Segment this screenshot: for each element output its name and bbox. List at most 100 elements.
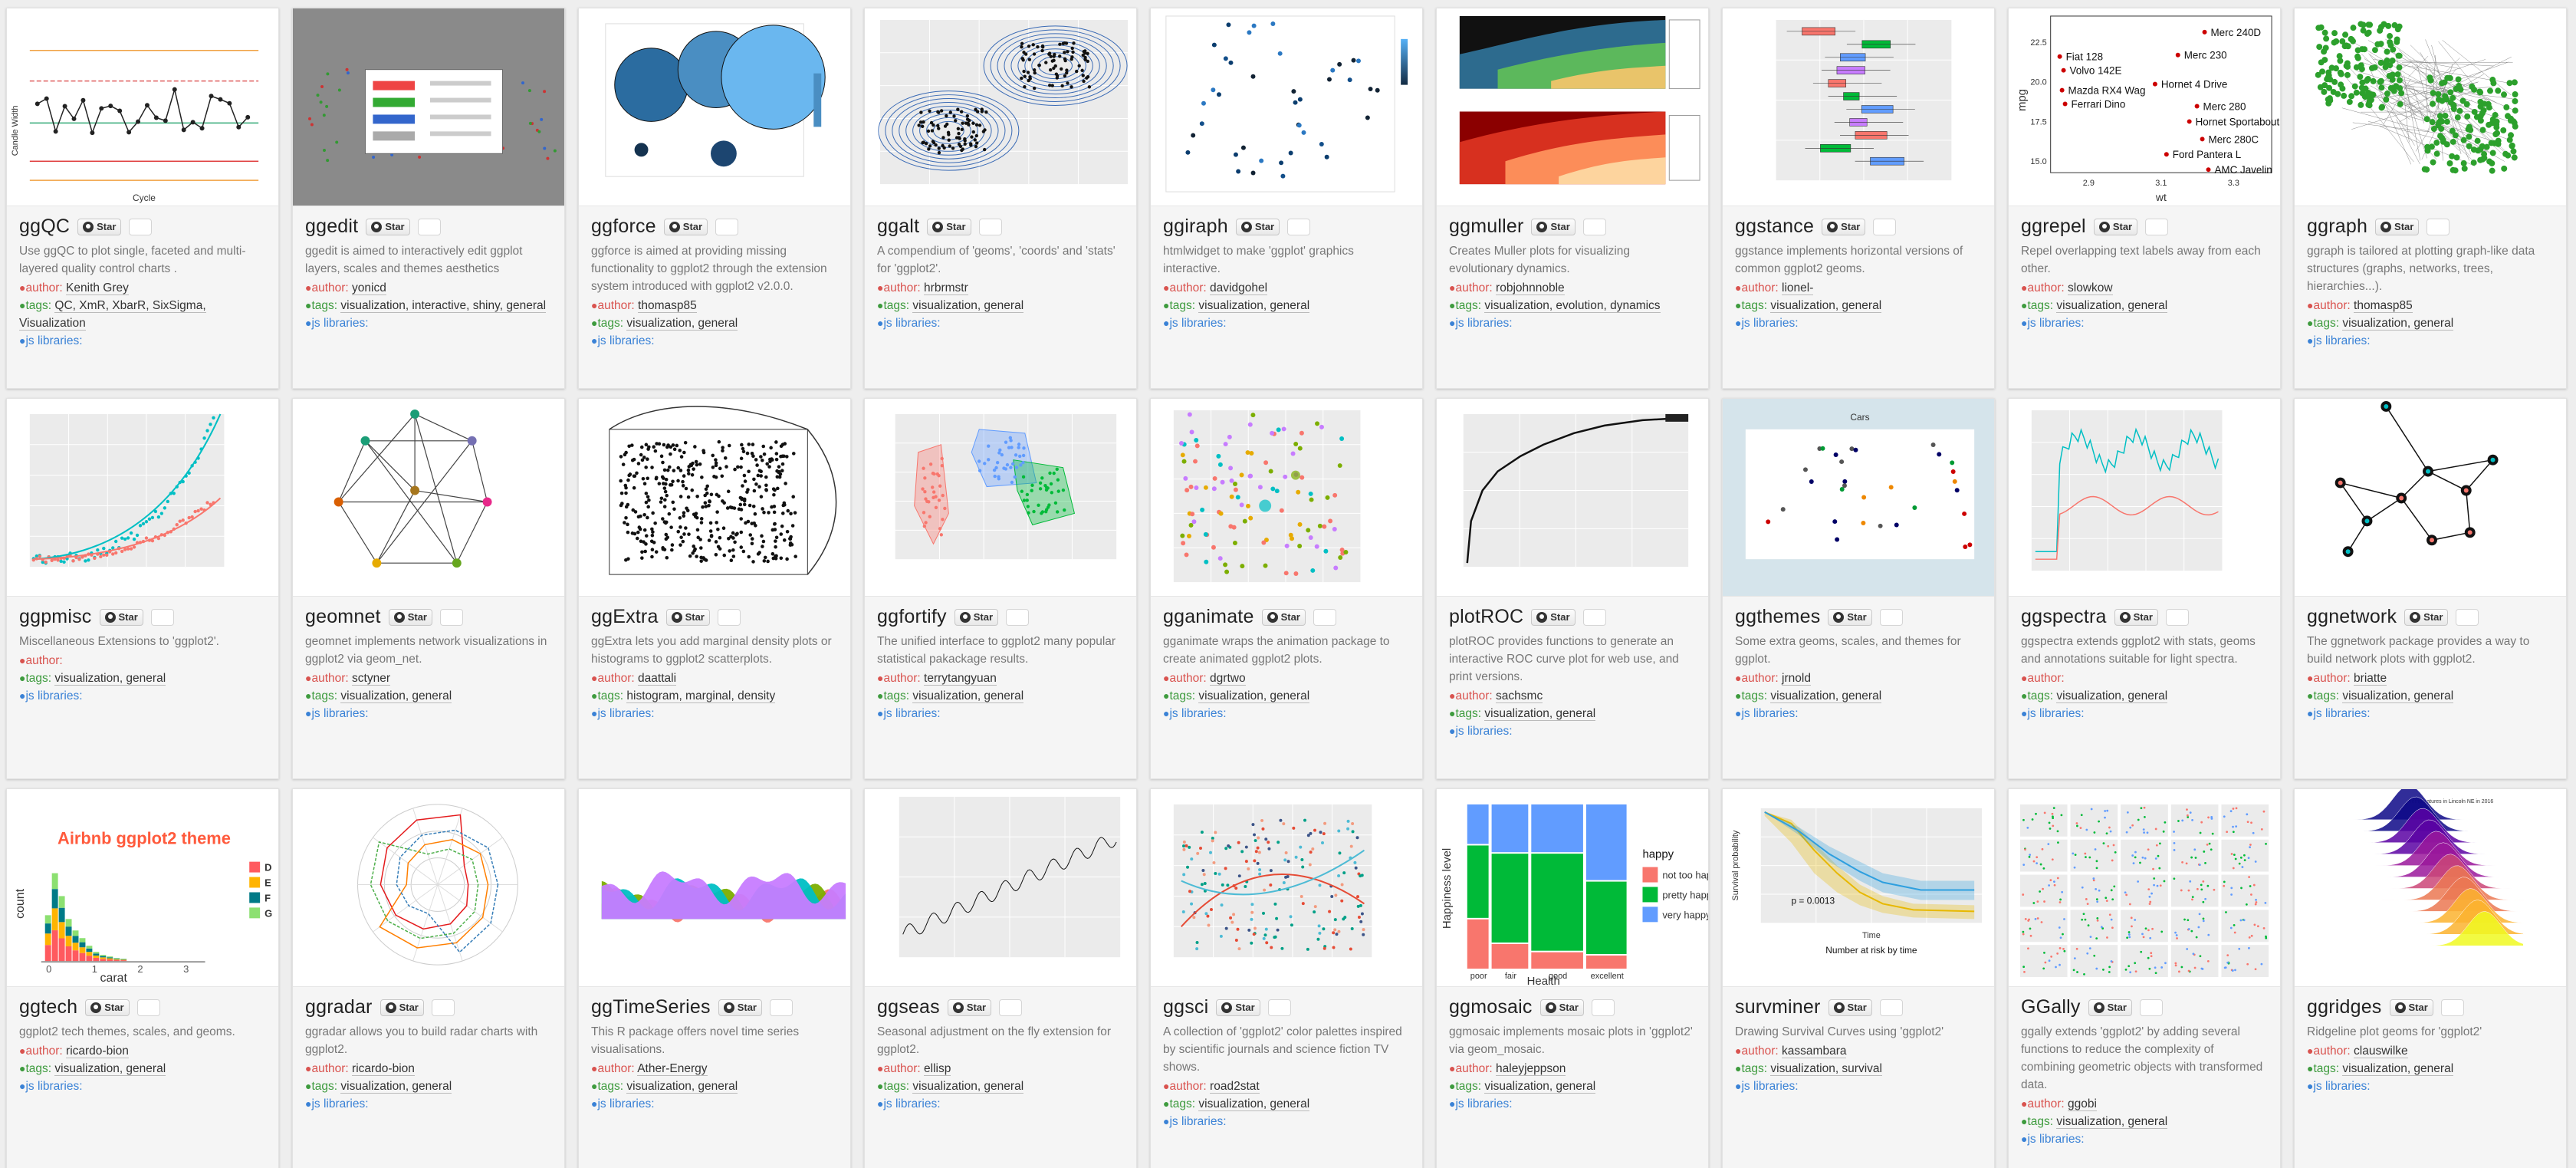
tags-list[interactable]: visualization, interactive, shiny, gener… xyxy=(340,299,547,313)
author-link[interactable]: daattali xyxy=(638,672,677,686)
tags-list[interactable]: visualization, general xyxy=(1484,1080,1596,1094)
thumbnail-ggtimeseries[interactable] xyxy=(579,789,850,987)
thumbnail-ggnetwork[interactable] xyxy=(2295,399,2566,597)
package-name[interactable]: ggforce xyxy=(591,216,656,237)
package-name[interactable]: ggpmisc xyxy=(19,606,92,627)
author-link[interactable]: sctyner xyxy=(352,672,391,686)
package-card-ggqc[interactable]: Candle Width Cycle ggQC Star Use ggQC to … xyxy=(6,8,279,389)
package-card-survminer[interactable]: p = 0.0013 Survival probability Time Number… xyxy=(1722,788,1995,1168)
github-star-button[interactable]: Star xyxy=(927,218,971,235)
github-star-button[interactable]: Star xyxy=(947,999,992,1016)
tags-list[interactable]: visualization, general xyxy=(1770,299,1882,313)
package-card-ggspectra[interactable]: ggspectra Star ggspectra extends ggplot2… xyxy=(2008,398,2281,779)
tags-list[interactable]: visualization, general xyxy=(626,317,738,331)
thumbnail-ggalt[interactable] xyxy=(865,8,1136,206)
package-name[interactable]: GGally xyxy=(2021,996,2081,1018)
package-name[interactable]: ggTimeSeries xyxy=(591,996,711,1018)
tags-list[interactable]: QC, XmR, XbarR, SixSigma, Visualization xyxy=(19,299,206,331)
author-link[interactable]: Ather-Energy xyxy=(637,1062,708,1076)
package-name[interactable]: geomnet xyxy=(305,606,381,627)
thumbnail-ggiraph[interactable] xyxy=(1151,8,1422,206)
thumbnail-plotroc[interactable] xyxy=(1437,399,1708,597)
author-link[interactable]: lionel- xyxy=(1782,281,1814,295)
thumbnail-ggmuller[interactable] xyxy=(1437,8,1708,206)
github-star-button[interactable]: Star xyxy=(2389,999,2433,1016)
author-link[interactable]: dgrtwo xyxy=(1210,672,1246,686)
github-star-button[interactable]: Star xyxy=(1828,999,1872,1016)
author-link[interactable]: kassambara xyxy=(1782,1045,1847,1058)
package-name[interactable]: ggfortify xyxy=(877,606,947,627)
package-card-ggmosaic[interactable]: Happiness level Health poor fair good excelle… xyxy=(1436,788,1709,1168)
package-name[interactable]: ggnetwork xyxy=(2307,606,2397,627)
package-name[interactable]: ggiraph xyxy=(1163,216,1228,237)
github-star-button[interactable]: Star xyxy=(85,999,130,1016)
author-link[interactable]: slowkow xyxy=(2068,281,2113,295)
package-card-ggpmisc[interactable]: ggpmisc Star Miscellaneous Extensions to… xyxy=(6,398,279,779)
thumbnail-ggrepel[interactable]: Merc 240D Merc 230 Volvo 142E Mazda RX4 Wag… xyxy=(2009,8,2280,206)
thumbnail-ggthemes[interactable]: Cars xyxy=(1723,399,1994,597)
github-star-button[interactable]: Star xyxy=(2404,608,2449,626)
author-link[interactable]: ggobi xyxy=(2068,1097,2097,1111)
github-star-button[interactable]: Star xyxy=(1261,608,1306,626)
package-name[interactable]: ggthemes xyxy=(1735,606,1821,627)
github-star-button[interactable]: Star xyxy=(665,608,710,626)
package-card-ggmuller[interactable]: ggmuller Star Creates Muller plots for v… xyxy=(1436,8,1709,389)
thumbnail-ggridges[interactable]: Temperatures in Lincoln NE in 2016 xyxy=(2295,789,2566,987)
package-name[interactable]: ggradar xyxy=(305,996,373,1018)
tags-list[interactable]: visualization, general xyxy=(1198,1097,1310,1111)
author-link[interactable]: road2stat xyxy=(1210,1080,1260,1094)
package-name[interactable]: ggsci xyxy=(1163,996,1209,1018)
author-link[interactable]: ricardo-bion xyxy=(352,1062,415,1076)
package-card-ggedit[interactable]: ggedit Star ggedit is aimed to interacti… xyxy=(292,8,565,389)
github-star-button[interactable]: Star xyxy=(380,999,424,1016)
tags-list[interactable]: visualization, general xyxy=(1770,689,1882,703)
tags-list[interactable]: visualization, general xyxy=(1484,707,1596,721)
thumbnail-ggedit[interactable] xyxy=(293,8,564,206)
package-name[interactable]: survminer xyxy=(1735,996,1821,1018)
tags-list[interactable]: visualization, general xyxy=(912,299,1024,313)
thumbnail-survminer[interactable]: p = 0.0013 Survival probability Time Number… xyxy=(1723,789,1994,987)
author-link[interactable]: Kenith Grey xyxy=(66,281,129,295)
author-link[interactable]: hrbrmstr xyxy=(924,281,968,295)
github-star-button[interactable]: Star xyxy=(1828,608,1872,626)
github-star-button[interactable]: Star xyxy=(718,999,762,1016)
package-card-gganimate[interactable]: gganimate Star gganimate wraps the anima… xyxy=(1150,398,1423,779)
package-name[interactable]: ggstance xyxy=(1735,216,1815,237)
package-card-ggridges[interactable]: Temperatures in Lincoln NE in 2016 ggrid… xyxy=(2294,788,2567,1168)
package-card-ggalt[interactable]: ggalt Star A compendium of 'geoms', 'coo… xyxy=(864,8,1137,389)
tags-list[interactable]: visualization, general xyxy=(2056,1115,2168,1129)
package-name[interactable]: ggraph xyxy=(2307,216,2368,237)
tags-list[interactable]: visualization, general xyxy=(912,1080,1024,1094)
package-name[interactable]: ggalt xyxy=(877,216,920,237)
author-link[interactable]: robjohnnoble xyxy=(1496,281,1565,295)
author-link[interactable]: ricardo-bion xyxy=(66,1045,129,1058)
author-link[interactable]: briatte xyxy=(2354,672,2387,686)
thumbnail-ggradar[interactable] xyxy=(293,789,564,987)
package-card-ggnetwork[interactable]: ggnetwork Star The ggnetwork package pro… xyxy=(2294,398,2567,779)
tags-list[interactable]: visualization, general xyxy=(54,672,166,686)
github-star-button[interactable]: Star xyxy=(954,608,999,626)
author-link[interactable]: thomasp85 xyxy=(638,299,697,313)
package-name[interactable]: ggmuller xyxy=(1449,216,1524,237)
tags-list[interactable]: visualization, general xyxy=(2056,689,2168,703)
thumbnail-ggstance[interactable] xyxy=(1723,8,1994,206)
github-star-button[interactable]: Star xyxy=(1539,999,1584,1016)
author-link[interactable]: sachsmc xyxy=(1496,689,1543,703)
package-name[interactable]: ggQC xyxy=(19,216,71,237)
github-star-button[interactable]: Star xyxy=(1235,218,1280,235)
github-star-button[interactable]: Star xyxy=(77,218,122,235)
github-star-button[interactable]: Star xyxy=(1822,218,1866,235)
package-card-ggradar[interactable]: ggradar Star ggradar allows you to build… xyxy=(292,788,565,1168)
author-link[interactable]: terrytangyuan xyxy=(924,672,997,686)
package-name[interactable]: ggridges xyxy=(2307,996,2382,1018)
tags-list[interactable]: visualization, general xyxy=(1198,689,1310,703)
thumbnail-gganimate[interactable] xyxy=(1151,399,1422,597)
package-name[interactable]: ggExtra xyxy=(591,606,659,627)
github-star-button[interactable]: Star xyxy=(663,218,708,235)
package-card-ggseas[interactable]: ggseas Star Seasonal adjustment on the f… xyxy=(864,788,1137,1168)
github-star-button[interactable]: Star xyxy=(2088,999,2132,1016)
github-star-button[interactable]: Star xyxy=(366,218,410,235)
package-card-ggthemes[interactable]: Cars ggthemes Star Some extra geoms, sca… xyxy=(1722,398,1995,779)
author-link[interactable]: thomasp85 xyxy=(2354,299,2413,313)
